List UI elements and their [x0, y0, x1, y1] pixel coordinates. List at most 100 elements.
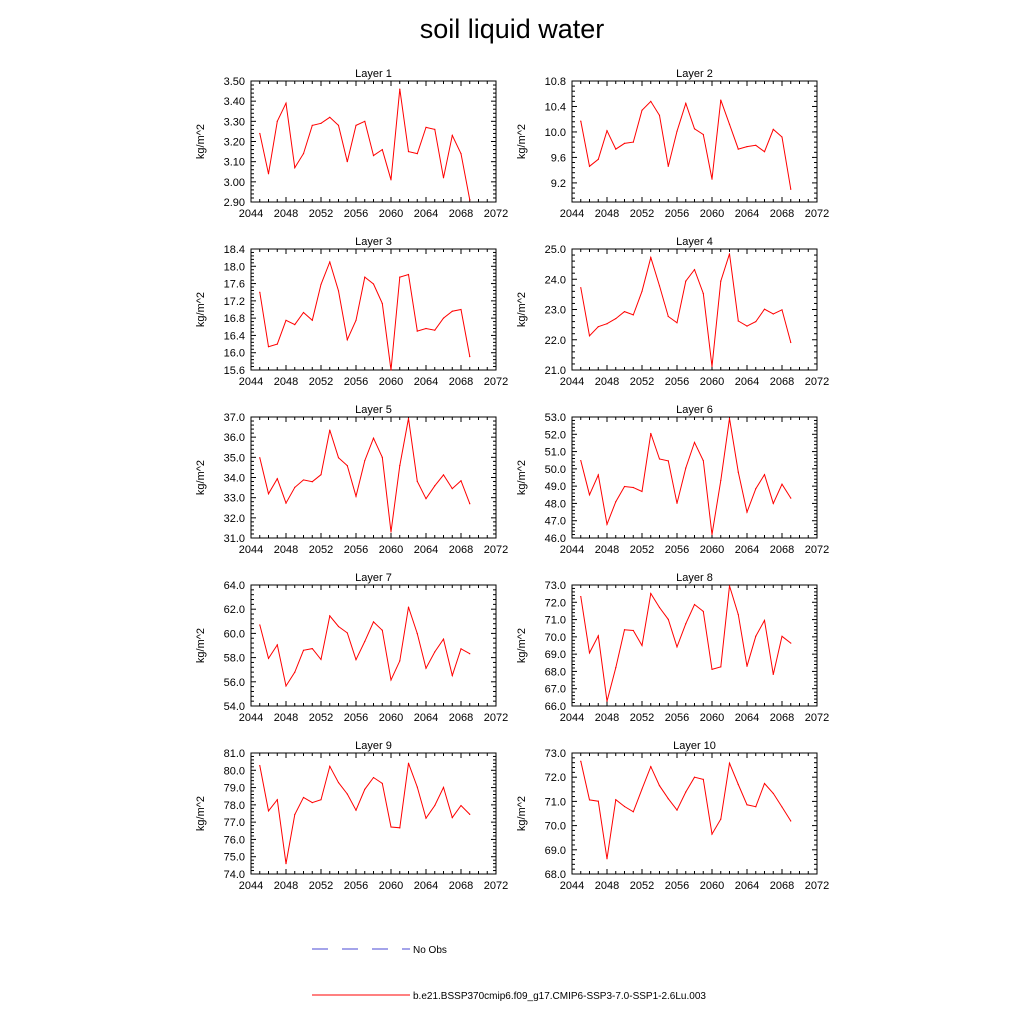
y-tick-label: 46.0 — [545, 533, 566, 545]
y-tick-label: 3.10 — [224, 157, 245, 169]
data-point — [580, 459, 582, 462]
data-point — [364, 120, 366, 122]
data-point — [442, 638, 445, 640]
data-point — [320, 283, 322, 286]
plot-frame — [250, 584, 497, 707]
data-point — [346, 161, 348, 163]
x-tick-label: 2064 — [735, 712, 759, 724]
panel-title: Layer 10 — [673, 740, 716, 752]
x-tick-label: 2048 — [274, 376, 298, 388]
panel-title: Layer 1 — [355, 68, 392, 80]
y-tick-label: 49.0 — [545, 481, 566, 493]
x-tick-label: 2064 — [414, 208, 438, 220]
data-point — [755, 144, 757, 146]
data-point — [746, 145, 748, 148]
x-tick-label: 2048 — [274, 880, 298, 892]
data-point — [337, 124, 340, 126]
data-point — [693, 441, 696, 444]
plot-frame — [571, 752, 818, 875]
data-point — [667, 315, 669, 318]
data-point — [259, 132, 261, 135]
data-point — [606, 130, 608, 132]
data-point — [763, 782, 766, 785]
data-point — [711, 178, 713, 180]
data-point — [372, 283, 375, 285]
x-tick-label: 2048 — [274, 208, 298, 220]
y-tick-label: 18.4 — [224, 244, 245, 256]
data-point — [407, 762, 410, 764]
y-tick-label: 10.4 — [545, 101, 566, 113]
data-point — [329, 765, 331, 767]
x-tick-label: 2048 — [595, 712, 619, 724]
data-point — [460, 804, 462, 807]
x-tick-label: 2052 — [630, 880, 654, 892]
x-tick-label: 2056 — [344, 376, 368, 388]
y-axis-label: kg/m^2 — [516, 628, 528, 663]
data-point — [407, 417, 410, 420]
data-point — [346, 465, 348, 467]
data-point — [615, 667, 617, 669]
x-tick-label: 2044 — [239, 544, 263, 556]
data-point — [372, 776, 375, 779]
y-tick-label: 79.0 — [224, 783, 245, 795]
y-tick-label: 9.6 — [551, 152, 566, 164]
data-point — [641, 788, 643, 790]
x-tick-label: 2044 — [239, 880, 263, 892]
y-axis-label: kg/m^2 — [195, 796, 207, 831]
y-axis-label: kg/m^2 — [195, 460, 207, 495]
data-point — [615, 317, 617, 320]
data-point — [588, 799, 591, 801]
data-point — [641, 290, 643, 292]
x-tick-label: 2048 — [595, 208, 619, 220]
data-point — [294, 813, 296, 816]
data-point — [259, 624, 261, 626]
y-tick-label: 22.0 — [545, 335, 566, 347]
panel-10: Layer 10 kg/m^2 2044 2048 2052 2056 2060 2064 20… — [516, 740, 829, 892]
y-tick-label: 35.0 — [224, 452, 245, 464]
data-point — [641, 109, 643, 111]
data-point — [728, 585, 731, 587]
data-point — [650, 592, 652, 595]
data-point — [469, 653, 471, 655]
series-line — [259, 606, 471, 688]
data-point — [390, 179, 392, 181]
y-tick-label: 69.0 — [545, 845, 566, 857]
data-point — [346, 793, 348, 795]
x-tick-label: 2068 — [770, 712, 794, 724]
data-point — [416, 153, 418, 155]
data-point — [294, 167, 296, 169]
data-point — [294, 486, 296, 488]
data-point — [372, 155, 375, 157]
series-line — [580, 761, 792, 859]
data-point — [623, 805, 626, 808]
y-axis-label: kg/m^2 — [516, 460, 528, 495]
chart-main-title: soil liquid water — [419, 14, 605, 44]
data-point — [460, 480, 462, 482]
series-line — [580, 418, 792, 535]
y-tick-label: 58.0 — [224, 653, 245, 665]
data-point — [728, 253, 731, 255]
plot-frame — [571, 248, 818, 371]
data-point — [737, 320, 739, 322]
x-tick-label: 2052 — [309, 208, 333, 220]
x-tick-label: 2072 — [805, 544, 829, 556]
data-point — [685, 623, 687, 625]
x-tick-label: 2052 — [309, 880, 333, 892]
data-point — [364, 640, 366, 642]
x-tick-label: 2064 — [414, 880, 438, 892]
y-tick-label: 70.0 — [545, 821, 566, 833]
y-tick-label: 72.0 — [545, 772, 566, 784]
data-point — [772, 792, 774, 795]
y-tick-label: 71.0 — [545, 615, 566, 627]
data-point — [720, 479, 722, 482]
data-point — [320, 799, 322, 801]
y-tick-label: 71.0 — [545, 796, 566, 808]
data-point — [285, 863, 287, 865]
data-point — [685, 280, 687, 282]
data-point — [434, 329, 436, 331]
panel-9: Layer 9 kg/m^2 2044 2048 2052 2056 2060 2064 206… — [195, 740, 508, 892]
data-point — [285, 685, 287, 687]
y-tick-label: 47.0 — [545, 516, 566, 528]
panel-4: Layer 4 kg/m^2 2044 2048 2052 2056 2060 2064 206… — [516, 236, 829, 388]
